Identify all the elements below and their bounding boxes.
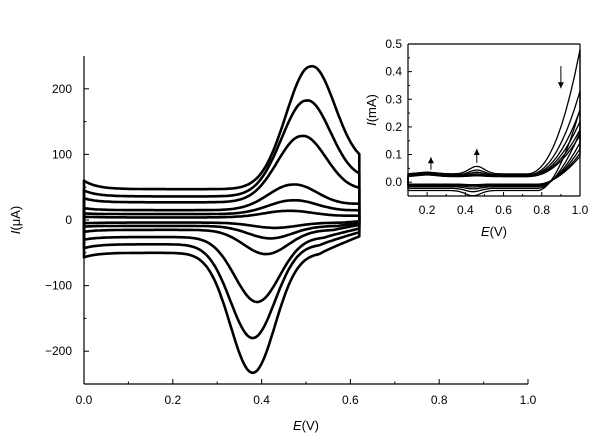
main-y-axis-label-unit: (μA) [8,206,23,231]
inset-y-tick-label: 0.4 [385,65,402,79]
inset-x-axis-label-unit: (V) [490,224,507,239]
main-ticks: 0.0 0.2 0.4 0.6 0.8 1.0 200 100 0 −100 −200 [45,82,537,407]
main-x-axis-label-unit: (V) [302,418,319,433]
main-x-tick-label: 0.0 [76,393,93,407]
main-cv-cycle-6 [82,209,361,230]
main-y-tick-label: 100 [52,147,72,161]
main-curves [82,64,361,375]
main-y-tick-label: 200 [52,82,72,96]
inset-y-axis-label-unit: (mA) [364,94,379,122]
inset-y-tick-label: 0.5 [385,37,402,51]
main-cv-cycle-1 [82,64,361,375]
inset-arrows [427,66,564,170]
main-x-axis-label: E(V) [293,418,319,433]
inset-x-tick-label: 1.0 [572,203,589,217]
main-y-tick-label: −200 [45,344,72,358]
main-x-tick-label: 0.6 [342,393,359,407]
inset-arrow-2-head [473,149,480,156]
inset-y-tick-label: 0.1 [385,148,402,162]
inset-curves [407,48,581,197]
main-x-tick-label: 0.8 [431,393,448,407]
inset-plot: 0.2 0.4 0.6 0.8 1.0 0.5 0.4 0.3 0.2 0.1 0.0 E(V) I… [364,37,589,239]
main-x-tick-label: 1.0 [520,393,537,407]
inset-y-tick-label: 0.3 [385,92,402,106]
main-y-tick-label: 0 [65,213,72,227]
main-cv-cycle-2 [82,99,361,340]
inset-x-tick-label: 0.8 [533,203,550,217]
main-cv-cycle-3 [82,134,361,304]
main-x-tick-label: 0.4 [253,393,270,407]
inset-axes [407,43,581,197]
main-y-axis-label: I(μA) [8,206,23,234]
main-axes [83,56,528,385]
inset-x-tick-label: 0.2 [419,203,436,217]
inset-x-axis-label-var: E [481,224,490,239]
inset-arrow-1-head [427,157,434,164]
inset-x-tick-label: 0.6 [495,203,512,217]
inset-ticks: 0.2 0.4 0.6 0.8 1.0 0.5 0.4 0.3 0.2 0.1 0.0 [385,37,588,217]
main-cv-cycle-5 [82,199,361,240]
main-x-tick-label: 0.2 [164,393,181,407]
inset-y-axis-label-var: I [364,122,379,126]
inset-y-axis-label: I(mA) [364,94,379,126]
main-y-tick-label: −100 [45,279,72,293]
inset-y-tick-label: 0.0 [385,175,402,189]
inset-x-axis-label: E(V) [481,224,507,239]
inset-x-tick-label: 0.4 [457,203,474,217]
inset-y-tick-label: 0.2 [385,120,402,134]
main-y-axis-label-var: I [8,230,23,234]
main-cv-cycle-4 [82,183,361,256]
inset-arrow-3-head [557,82,564,89]
main-x-axis-label-var: E [293,418,302,433]
